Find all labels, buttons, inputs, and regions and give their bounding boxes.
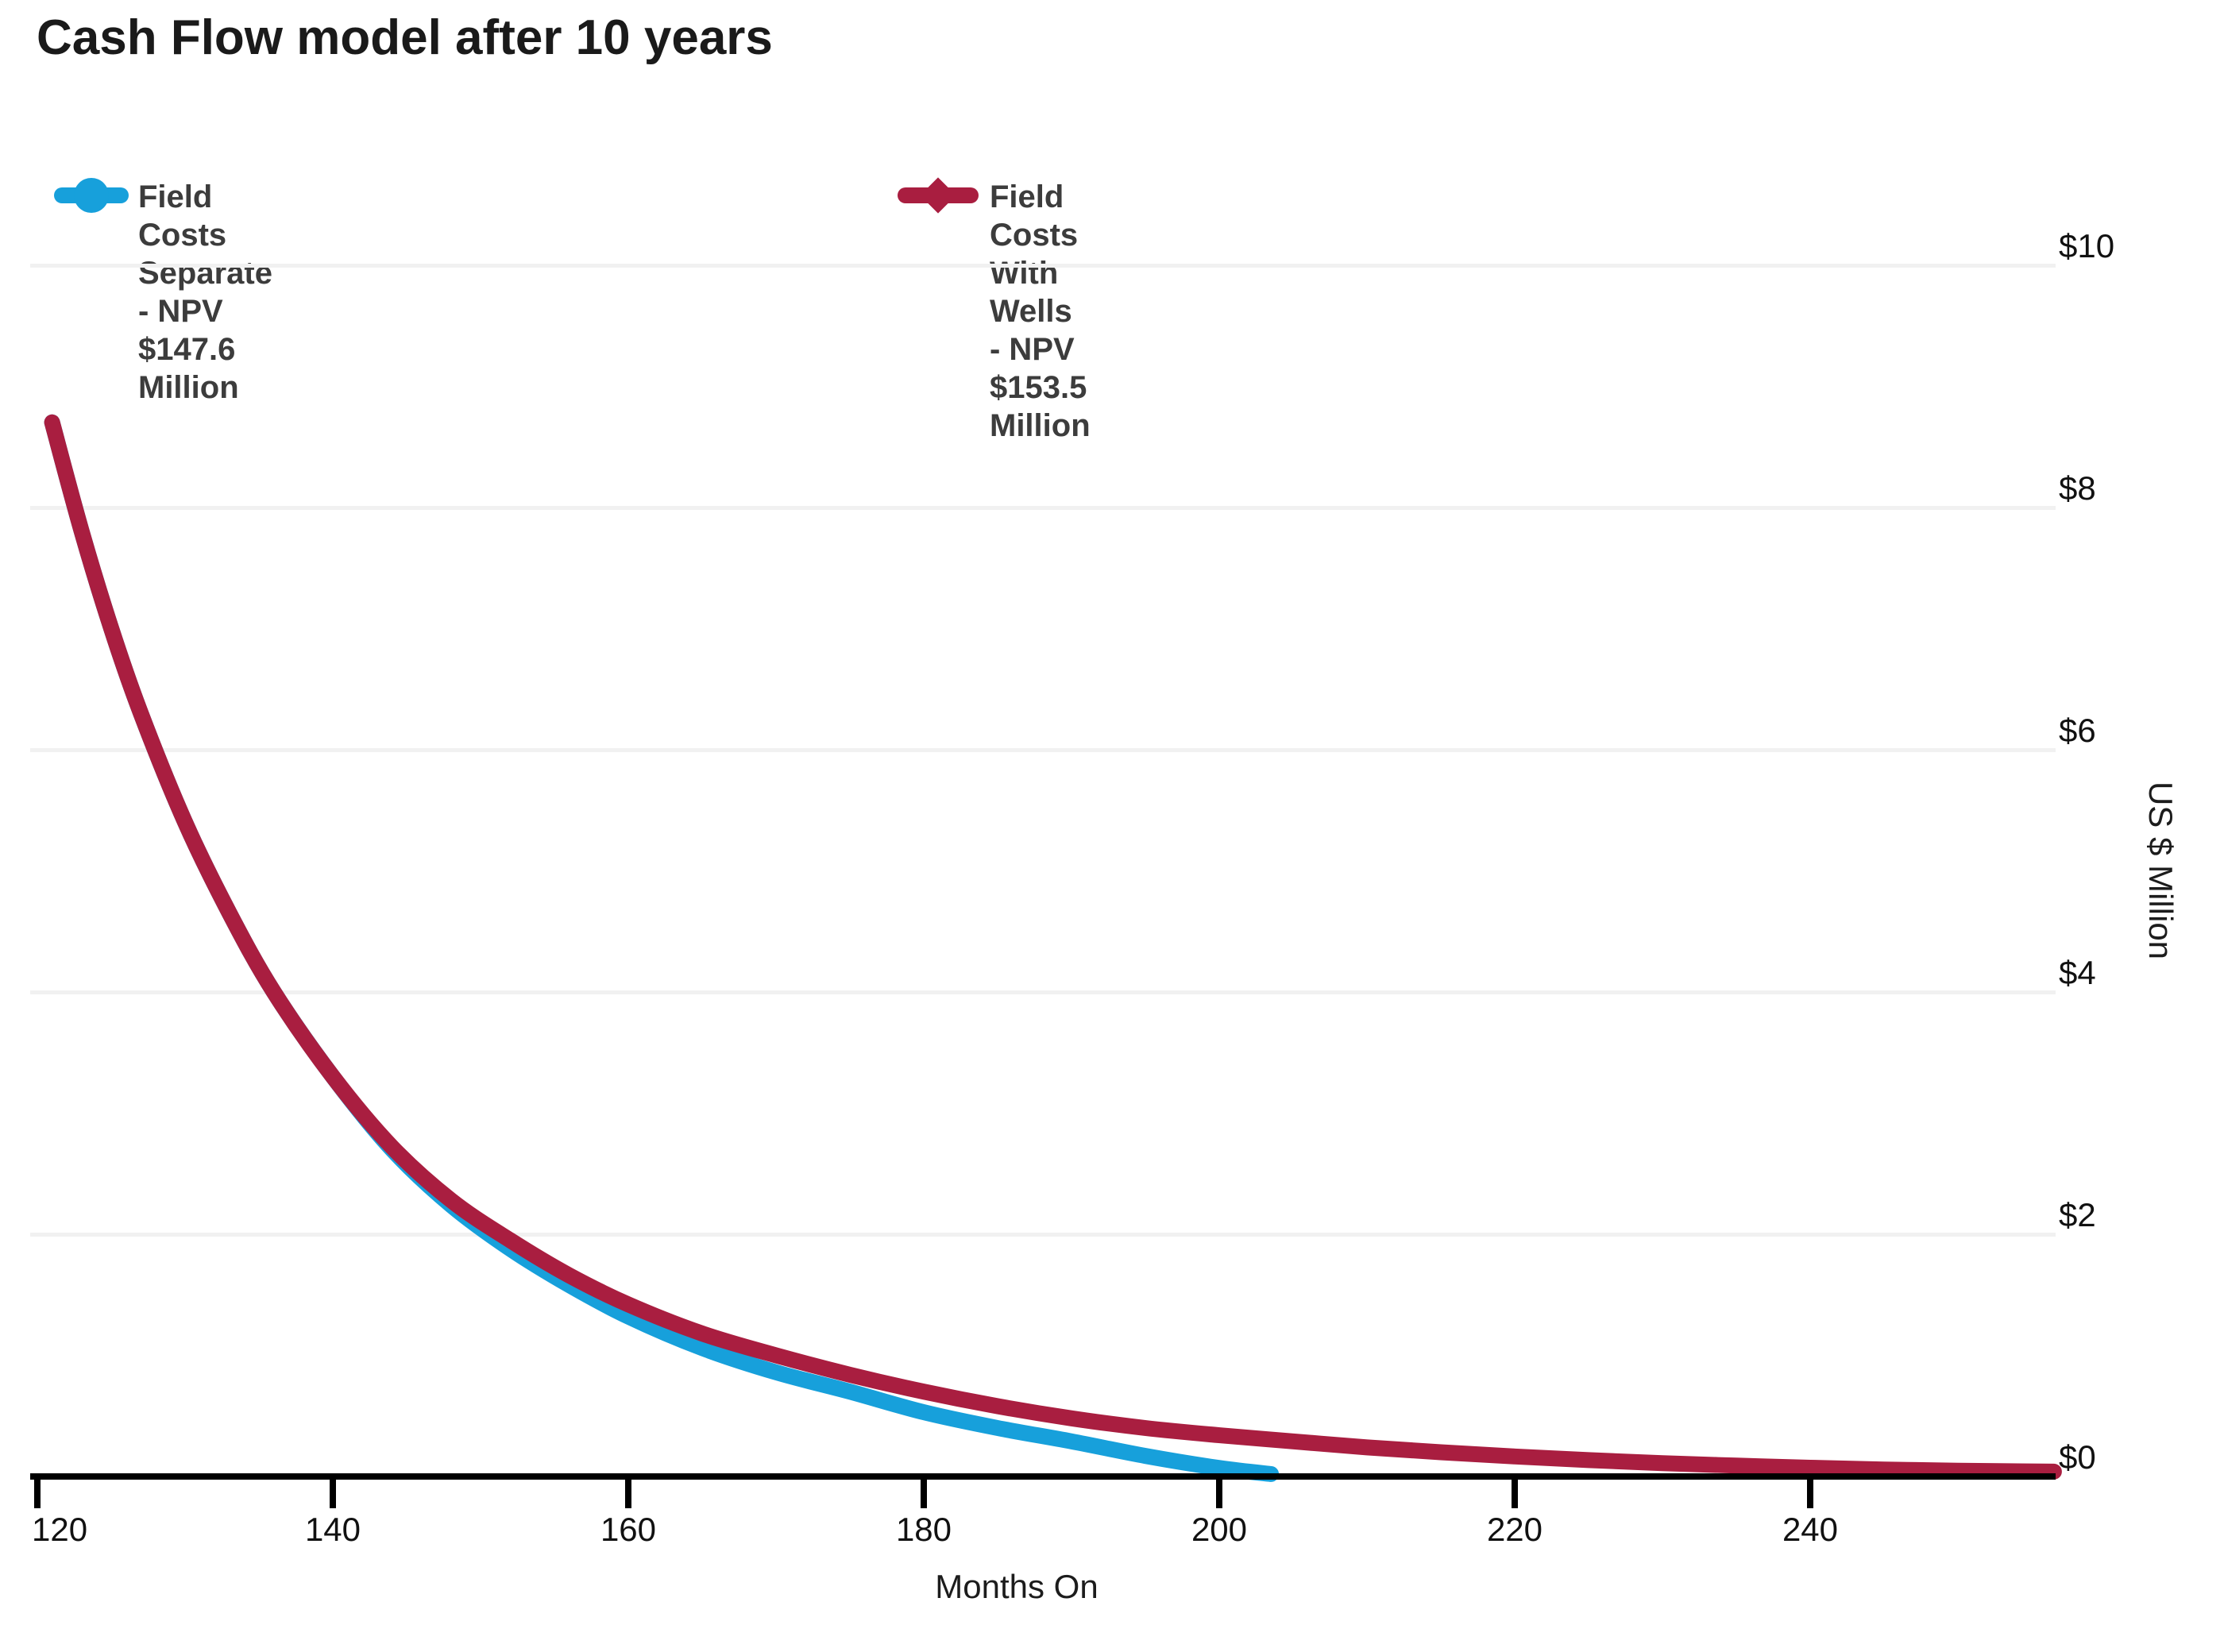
x-tick-mark-180 bbox=[921, 1480, 927, 1508]
x-tick-mark-240 bbox=[1807, 1480, 1813, 1508]
y-tick-label-6: $6 bbox=[2059, 711, 2096, 749]
x-axis-title: Months On bbox=[935, 1568, 1098, 1605]
legend-label-field-costs-with-wells: Field Costs With Wells - NPV $153.5 Mill… bbox=[990, 179, 1091, 443]
gridline-8 bbox=[30, 505, 2056, 510]
chart-title: Cash Flow model after 10 years bbox=[37, 10, 773, 65]
x-tick-label-240: 240 bbox=[1782, 1511, 1839, 1548]
y-tick-label-8: $8 bbox=[2059, 469, 2096, 507]
x-tick-label-200: 200 bbox=[1191, 1511, 1248, 1548]
gridline-6 bbox=[30, 747, 2056, 752]
y-tick-label-10: $10 bbox=[2059, 226, 2115, 264]
x-tick-label-140: 140 bbox=[304, 1511, 361, 1548]
gridline-4 bbox=[30, 990, 2056, 994]
x-tick-mark-140 bbox=[330, 1480, 336, 1508]
y-tick-label-4: $4 bbox=[2059, 953, 2096, 991]
gridline-10 bbox=[30, 263, 2056, 268]
gridline-2 bbox=[30, 1232, 2056, 1237]
y-tick-label-0: $0 bbox=[2059, 1438, 2096, 1476]
x-tick-mark-220 bbox=[1512, 1480, 1518, 1508]
x-tick-mark-200 bbox=[1216, 1480, 1222, 1508]
x-tick-label-160: 160 bbox=[600, 1511, 657, 1548]
x-tick-label-120: 120 bbox=[32, 1511, 88, 1548]
legend-circle-marker-icon bbox=[74, 178, 109, 213]
x-axis-line bbox=[30, 1473, 2056, 1480]
series-curve-field-costs-with-wells bbox=[44, 414, 2062, 1480]
x-tick-label-220: 220 bbox=[1486, 1511, 1543, 1548]
y-axis-title: US $ Million bbox=[2142, 781, 2180, 960]
legend-label-field-costs-separate: Field Costs Separate - NPV $147.6 Millio… bbox=[138, 179, 272, 405]
y-tick-label-2: $2 bbox=[2059, 1195, 2096, 1233]
x-tick-label-180: 180 bbox=[895, 1511, 952, 1548]
x-tick-mark-160 bbox=[625, 1480, 631, 1508]
x-tick-mark-120 bbox=[34, 1480, 41, 1508]
